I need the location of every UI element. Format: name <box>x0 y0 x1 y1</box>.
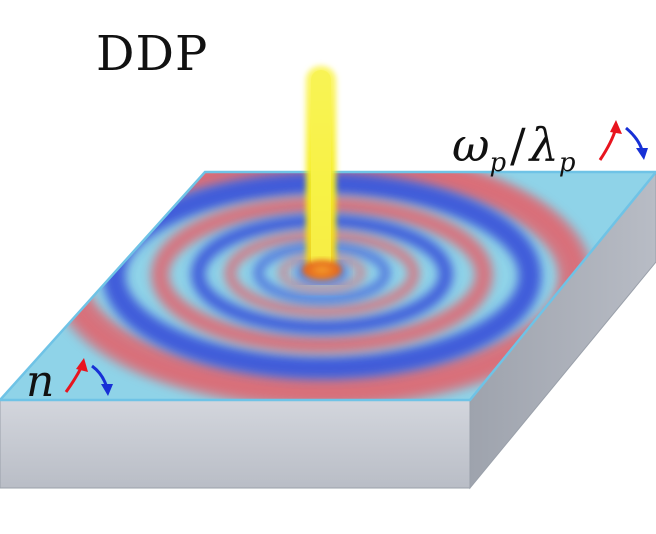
omega-symbol: ω <box>452 118 490 172</box>
n-arrow-up-icon <box>64 358 88 393</box>
slash: / <box>510 118 526 172</box>
lambda-subscript: p <box>558 148 576 178</box>
omega-lambda-label: ωp/λp <box>452 118 575 178</box>
lambda-symbol: λ <box>529 118 559 172</box>
omega-arrow-up-icon <box>598 120 622 161</box>
omega-subscript: p <box>489 148 507 178</box>
omega-arrow-down-icon <box>625 126 648 160</box>
slab-top-edge <box>0 170 656 402</box>
beam-impact-spot <box>302 260 342 280</box>
slab-front-face <box>0 399 471 489</box>
n-label: n <box>26 356 55 407</box>
ddp-beam <box>306 66 336 274</box>
n-arrow-down-icon <box>91 364 113 396</box>
ddp-title: DDP <box>96 26 209 82</box>
